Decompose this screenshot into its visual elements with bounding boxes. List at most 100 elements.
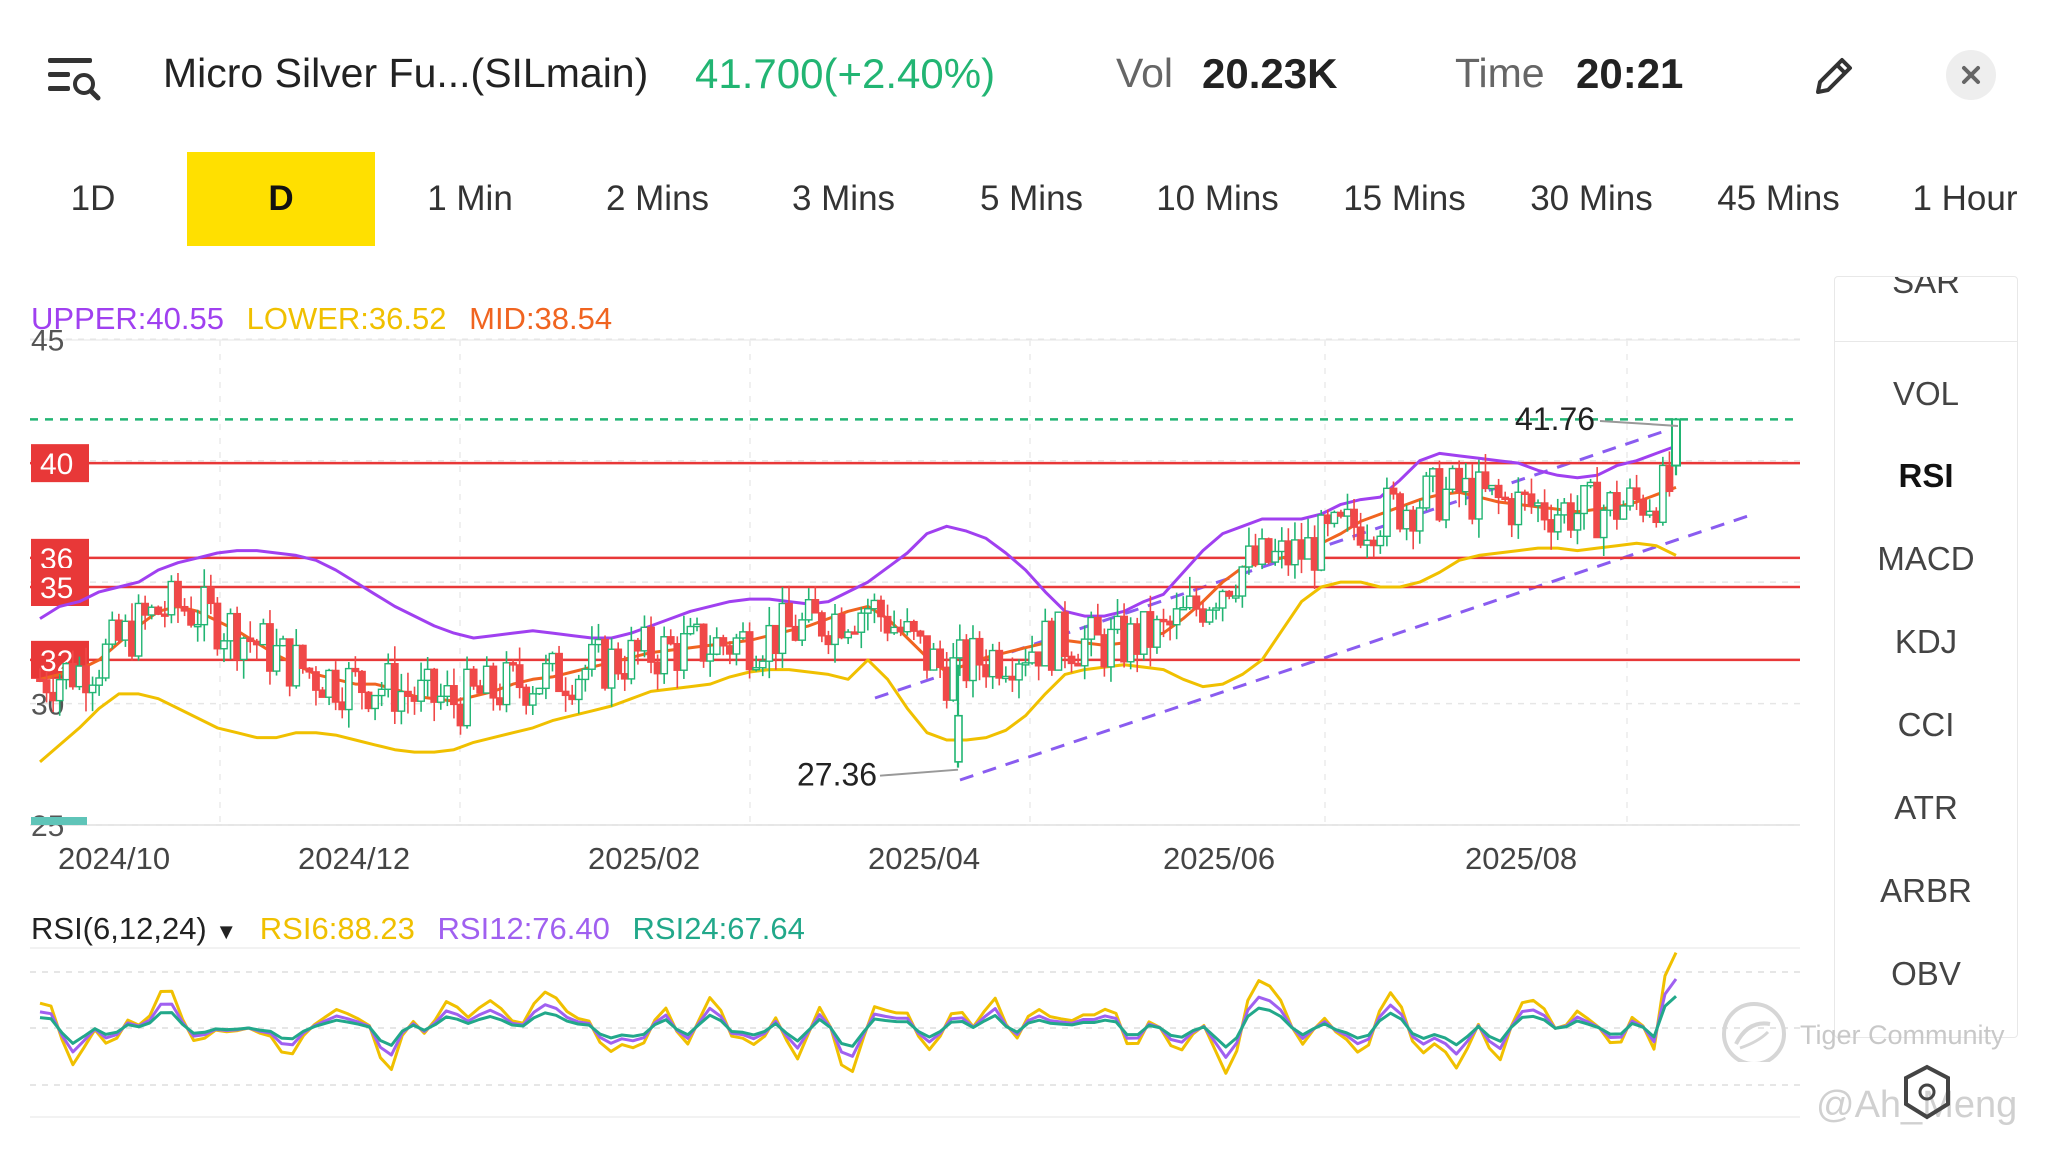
rsi-line-rsi6 <box>39 951 1678 1075</box>
tab-10-mins[interactable]: 10 Mins <box>1156 179 1279 218</box>
indicator-macd[interactable]: MACD <box>1877 540 1975 577</box>
tab-2-mins[interactable]: 2 Mins <box>605 179 710 218</box>
candle-body <box>463 668 471 727</box>
candle-body <box>1179 606 1188 611</box>
pencil-icon[interactable] <box>1810 52 1858 100</box>
tab-1-hour[interactable]: 1 Hour <box>1912 179 2018 218</box>
candle-body <box>955 639 964 659</box>
candle-body <box>397 690 406 712</box>
candle-body <box>1238 566 1247 597</box>
boll-legend: UPPER:40.55 LOWER:36.52 MID:38.54 <box>31 301 626 337</box>
candle-body <box>259 623 268 646</box>
instrument-title[interactable]: Micro Silver Fu...(SILmain) <box>163 50 649 96</box>
candle-body <box>1639 498 1648 516</box>
candle-body <box>1093 616 1102 636</box>
candle-body <box>1468 477 1477 520</box>
candle-body <box>903 620 912 633</box>
candle-body <box>1192 595 1201 610</box>
candle-body <box>620 673 629 680</box>
candle-body <box>1113 615 1122 631</box>
candle-body <box>555 652 563 693</box>
candle-body <box>1658 464 1667 524</box>
candle-body <box>430 668 439 703</box>
rsi-indicator-selector[interactable]: RSI(6,12,24) ▼ <box>31 911 260 946</box>
indicator-atr[interactable]: ATR <box>1894 789 1958 826</box>
tab-15-mins[interactable]: 15 Mins <box>1343 179 1466 218</box>
candle-body <box>1258 538 1266 565</box>
candle-body <box>36 678 44 682</box>
candle-body <box>844 631 853 639</box>
candle-body <box>1593 481 1602 539</box>
tab-1-min[interactable]: 1 Min <box>427 179 513 218</box>
candle-body <box>167 580 176 616</box>
candle-body <box>200 586 209 626</box>
candle-body <box>1061 611 1069 658</box>
candle-body <box>811 598 820 614</box>
indicator-obv[interactable]: OBV <box>1891 955 1961 992</box>
annotation-low-pointer <box>879 768 959 777</box>
indicator-sar[interactable]: SAR <box>1892 276 1960 300</box>
rsi-legend: RSI(6,12,24) ▼ RSI6:88.23 RSI12:76.40 RS… <box>31 911 819 947</box>
menu-search-icon[interactable] <box>44 48 102 106</box>
indicator-vol[interactable]: VOL <box>1892 375 1960 412</box>
candle-body <box>331 669 340 703</box>
candle-body <box>1310 537 1319 571</box>
tab-3-mins[interactable]: 3 Mins <box>791 179 896 218</box>
tab-30-mins[interactable]: 30 Mins <box>1530 179 1653 218</box>
tab-d[interactable]: D <box>187 152 375 246</box>
candle-body <box>739 631 747 639</box>
candle-body <box>1199 608 1207 623</box>
candle-body <box>417 679 425 702</box>
level-badge-text: 40 <box>40 448 73 481</box>
candle-body <box>732 637 741 655</box>
last-candle-body <box>1671 418 1681 467</box>
candle-body <box>101 643 110 679</box>
candle-body <box>1409 509 1418 532</box>
candle-body <box>193 623 202 628</box>
candle-body <box>1428 468 1437 477</box>
candle-body <box>1540 502 1549 521</box>
candle-body <box>1527 493 1536 507</box>
candle-body <box>640 626 649 652</box>
candle-body <box>1586 481 1595 487</box>
candle-body <box>1494 484 1503 499</box>
candle-body <box>252 640 261 646</box>
candle-body <box>1317 514 1326 571</box>
candle-body <box>1448 467 1457 490</box>
candle-body <box>42 679 51 694</box>
candle-body <box>1520 491 1529 495</box>
candle-body <box>633 639 642 652</box>
candle-body <box>318 689 327 698</box>
time-value: 20:21 <box>1576 50 1684 97</box>
candle-body <box>719 637 728 647</box>
candle-body <box>1087 616 1096 640</box>
indicator-kdj[interactable]: KDJ <box>1894 623 1958 660</box>
price-chart[interactable]: 45403530254036353241.7627.362024/102024/… <box>0 260 1830 1130</box>
candle-body <box>936 648 945 669</box>
candle-body <box>548 652 557 665</box>
candle-body <box>568 694 577 701</box>
candle-body <box>1245 545 1253 568</box>
candle-body <box>1297 539 1306 560</box>
indicator-cci[interactable]: CCI <box>1897 706 1955 743</box>
candle-body <box>890 626 899 634</box>
tab-1d[interactable]: 1D <box>70 179 116 218</box>
candle-body <box>857 612 866 633</box>
candle-body <box>285 638 294 687</box>
candle-body <box>1251 545 1260 565</box>
tab-45-mins[interactable]: 45 Mins <box>1717 179 1840 218</box>
indicator-rsi[interactable]: RSI <box>1898 457 1954 494</box>
close-button[interactable] <box>1946 50 1996 100</box>
date-tick-label: 2025/02 <box>588 841 700 876</box>
candle-body <box>561 690 570 697</box>
candle-body <box>1107 628 1115 668</box>
indicator-arbr[interactable]: ARBR <box>1880 872 1972 909</box>
rsi6-value: RSI6:88.23 <box>259 911 415 946</box>
candle-body <box>496 697 504 706</box>
candle-body <box>528 693 537 706</box>
tab-5-mins[interactable]: 5 Mins <box>979 179 1084 218</box>
candle-body <box>279 638 288 647</box>
candle-body <box>509 662 517 666</box>
candle-body <box>1619 505 1628 520</box>
candle-body <box>1501 496 1510 501</box>
